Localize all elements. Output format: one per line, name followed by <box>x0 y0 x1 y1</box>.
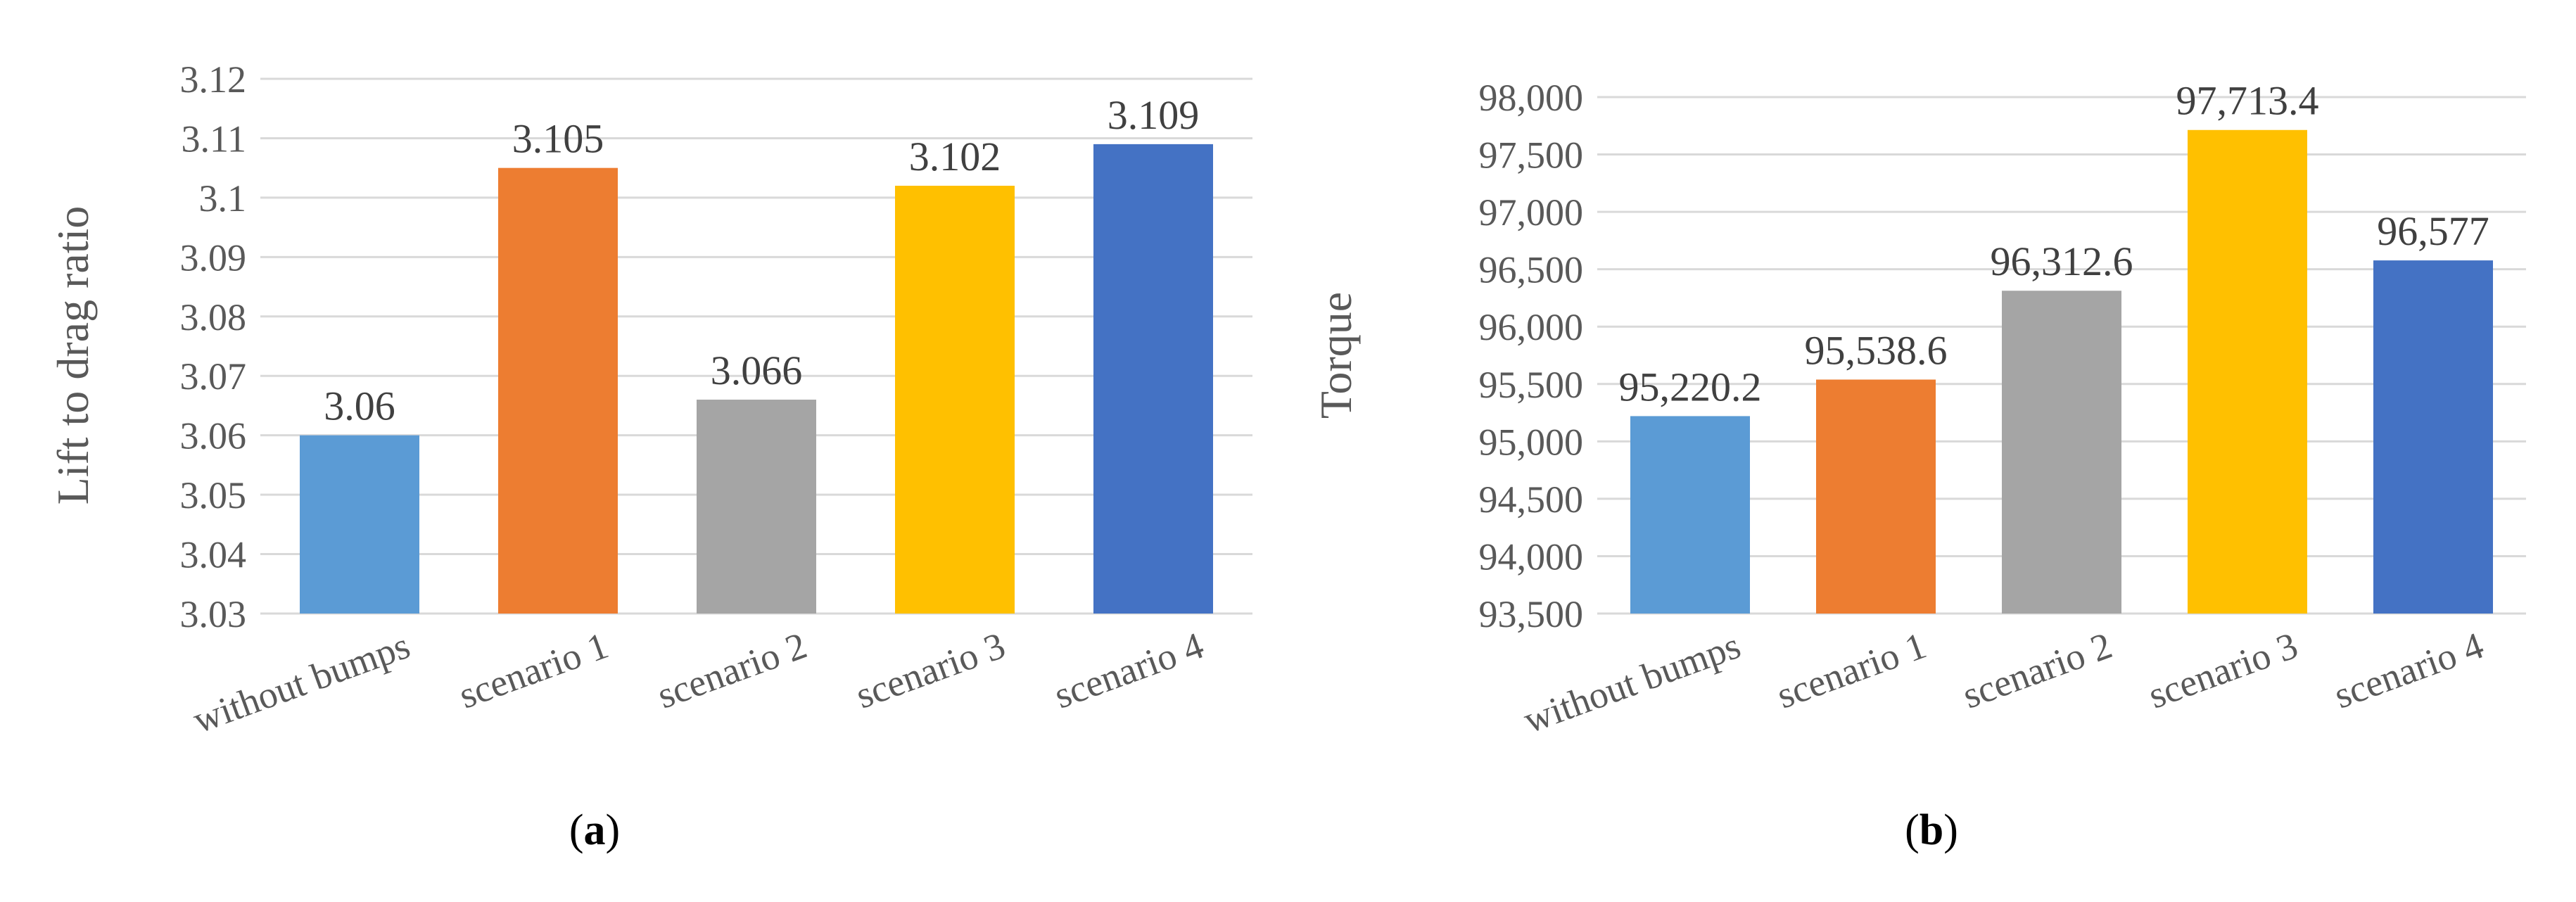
data-label-a-2: 3.066 <box>711 348 803 393</box>
y-tick-label-a-2: 3.05 <box>180 474 247 516</box>
bars-a <box>300 144 1213 614</box>
x-category-label-b-2: scenario 2 <box>1957 624 2117 717</box>
y-axis-label-b: Torque <box>1311 292 1361 419</box>
bar-a-0 <box>300 435 419 614</box>
data-labels-a: 3.06 3.105 3.066 3.102 3.109 <box>324 92 1199 429</box>
y-tick-labels-a: 3.03 3.04 3.05 3.06 3.07 3.08 3.09 3.1 3.11 3.12 <box>180 58 247 635</box>
bar-a-3 <box>895 186 1015 614</box>
y-tick-label-b-1: 94,000 <box>1479 535 1584 578</box>
x-category-label-a-3: scenario 3 <box>850 624 1010 717</box>
panel-caption-b-letter: b <box>1920 806 1943 854</box>
data-label-b-1: 95,538.6 <box>1805 327 1948 373</box>
x-category-label-b-3: scenario 3 <box>2143 624 2303 717</box>
y-tick-label-a-1: 3.04 <box>180 534 247 576</box>
bars-b <box>1630 129 2493 614</box>
bar-a-1 <box>498 167 618 614</box>
y-tick-label-a-3: 3.06 <box>180 415 247 457</box>
panel-caption-a-letter: a <box>584 806 606 854</box>
chart-panel-a: 3.033.043.053.063.073.083.093.13.113.12 … <box>48 58 1252 854</box>
bar-b-4 <box>2373 260 2493 614</box>
y-tick-label-b-7: 97,000 <box>1479 191 1584 234</box>
y-tick-label-a-0: 3.03 <box>180 593 247 635</box>
y-tick-label-b-6: 96,500 <box>1479 249 1584 291</box>
x-category-label-b-0: without bumps <box>1518 624 1746 742</box>
gridlines-a <box>260 77 1252 615</box>
y-tick-label-a-7: 3.1 <box>199 177 247 220</box>
data-label-a-3: 3.102 <box>909 134 1001 179</box>
y-tick-label-b-0: 93,500 <box>1479 593 1584 635</box>
panel-caption-a: (a) <box>569 806 620 854</box>
y-tick-label-b-9: 98,000 <box>1479 77 1584 119</box>
y-tick-label-a-5: 3.08 <box>180 296 247 338</box>
y-axis-label-a: Lift to drag ratio <box>48 206 98 505</box>
y-tick-label-b-3: 95,000 <box>1479 421 1584 463</box>
data-label-b-0: 95,220.2 <box>1619 364 1762 409</box>
x-category-labels-a: without bumps scenario 1 scenario 2 scenari… <box>188 624 1210 742</box>
data-labels-b: 95,220.2 95,538.6 96,312.6 97,713.4 96,577 <box>1619 78 2489 410</box>
data-label-a-0: 3.06 <box>324 383 395 429</box>
data-label-b-3: 97,713.4 <box>2176 78 2319 124</box>
data-label-b-4: 96,577 <box>2377 208 2489 254</box>
y-tick-labels-b: 93,500 94,000 94,500 95,000 95,500 96,000 96,5… <box>1479 77 1584 635</box>
x-category-label-b-4: scenario 4 <box>2328 624 2489 717</box>
x-category-label-a-2: scenario 2 <box>652 624 812 717</box>
panel-caption-b: (b) <box>1905 806 1958 854</box>
data-label-a-4: 3.109 <box>1108 92 1200 138</box>
y-tick-label-b-2: 94,500 <box>1479 478 1584 521</box>
bar-a-4 <box>1093 144 1213 614</box>
x-category-label-a-1: scenario 1 <box>453 624 614 717</box>
bar-a-2 <box>697 400 816 614</box>
bar-b-0 <box>1630 416 1750 614</box>
bar-b-2 <box>2002 291 2121 614</box>
y-tick-label-a-6: 3.09 <box>180 236 247 279</box>
bar-b-3 <box>2188 129 2307 614</box>
x-category-label-b-1: scenario 1 <box>1771 624 1931 717</box>
y-tick-label-b-8: 97,500 <box>1479 134 1584 177</box>
bar-b-1 <box>1816 379 1936 614</box>
data-label-b-2: 96,312.6 <box>1991 239 2133 284</box>
y-tick-label-a-4: 3.07 <box>180 355 247 398</box>
x-category-label-a-4: scenario 4 <box>1048 624 1209 717</box>
y-tick-label-a-9: 3.12 <box>180 58 247 101</box>
y-tick-label-b-5: 96,000 <box>1479 306 1584 348</box>
x-category-labels-b: without bumps scenario 1 scenario 2 scenari… <box>1518 624 2489 742</box>
y-tick-label-b-4: 95,500 <box>1479 364 1584 406</box>
chart-panel-b: 93,500 94,000 94,500 95,000 95,500 96,000 96,5… <box>1311 77 2526 854</box>
x-category-label-a-0: without bumps <box>188 624 416 742</box>
y-tick-label-a-8: 3.11 <box>182 117 247 160</box>
data-label-a-1: 3.105 <box>512 116 604 162</box>
